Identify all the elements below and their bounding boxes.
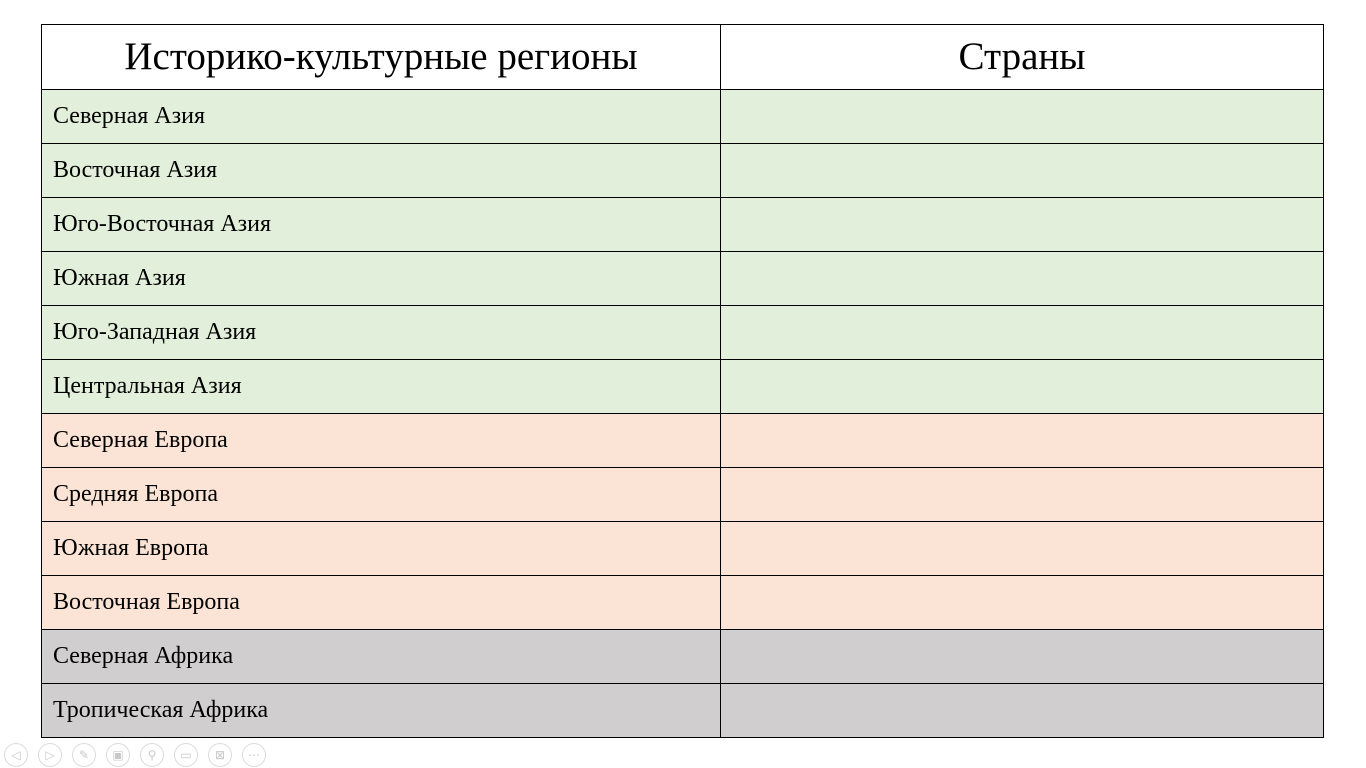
header-countries: Страны bbox=[720, 24, 1324, 90]
countries-cell[interactable] bbox=[720, 197, 1324, 252]
countries-cell[interactable] bbox=[720, 467, 1324, 522]
zoom-button[interactable]: ⚲ bbox=[140, 743, 164, 767]
header-row: Историко-культурные регионы Страны bbox=[41, 24, 1324, 90]
slides-button[interactable]: ▣ bbox=[106, 743, 130, 767]
table-row: Тропическая Африка bbox=[41, 683, 1324, 738]
region-cell[interactable]: Южная Европа bbox=[41, 521, 721, 576]
region-cell[interactable]: Восточная Европа bbox=[41, 575, 721, 630]
countries-cell[interactable] bbox=[720, 359, 1324, 414]
more-options-button[interactable]: ⋯ bbox=[242, 743, 266, 767]
table-row: Средняя Европа bbox=[41, 467, 1324, 522]
table-row: Юго-Западная Азия bbox=[41, 305, 1324, 360]
more-options-icon: ⋯ bbox=[248, 748, 260, 762]
table-row: Центральная Азия bbox=[41, 359, 1324, 414]
countries-cell[interactable] bbox=[720, 629, 1324, 684]
table-row: Северная Азия bbox=[41, 89, 1324, 144]
table-row: Южная Азия bbox=[41, 251, 1324, 306]
table-row: Северная Европа bbox=[41, 413, 1324, 468]
previous-icon: ◁ bbox=[11, 748, 21, 762]
header-regions: Историко-культурные регионы bbox=[41, 24, 721, 90]
region-cell[interactable]: Северная Европа bbox=[41, 413, 721, 468]
table-row: Северная Африка bbox=[41, 629, 1324, 684]
pen-icon: ✎ bbox=[78, 748, 90, 762]
countries-cell[interactable] bbox=[720, 89, 1324, 144]
next-icon: ▷ bbox=[45, 748, 55, 762]
slides-icon: ▣ bbox=[112, 748, 124, 762]
presenter-view-icon: ▭ bbox=[180, 748, 192, 762]
region-cell[interactable]: Восточная Азия bbox=[41, 143, 721, 198]
countries-cell[interactable] bbox=[720, 683, 1324, 738]
countries-cell[interactable] bbox=[720, 413, 1324, 468]
next-button[interactable]: ▷ bbox=[38, 743, 62, 767]
video-off-button[interactable]: ⊠ bbox=[208, 743, 232, 767]
region-cell[interactable]: Юго-Восточная Азия bbox=[41, 197, 721, 252]
presenter-view-button[interactable]: ▭ bbox=[174, 743, 198, 767]
table-row: Южная Европа bbox=[41, 521, 1324, 576]
pen-button[interactable]: ✎ bbox=[72, 743, 96, 767]
regions-table: Историко-культурные регионы Страны Север… bbox=[41, 24, 1324, 738]
region-cell[interactable]: Тропическая Африка bbox=[41, 683, 721, 738]
region-cell[interactable]: Юго-Западная Азия bbox=[41, 305, 721, 360]
countries-cell[interactable] bbox=[720, 251, 1324, 306]
region-cell[interactable]: Центральная Азия bbox=[41, 359, 721, 414]
table-row: Юго-Восточная Азия bbox=[41, 197, 1324, 252]
region-cell[interactable]: Южная Азия bbox=[41, 251, 721, 306]
zoom-icon: ⚲ bbox=[147, 748, 157, 762]
table-row: Восточная Европа bbox=[41, 575, 1324, 630]
region-cell[interactable]: Северная Африка bbox=[41, 629, 721, 684]
table-row: Восточная Азия bbox=[41, 143, 1324, 198]
slideshow-controls: ◁ ▷ ✎ ▣ ⚲ ▭ ⊠ ⋯ bbox=[4, 743, 266, 767]
countries-cell[interactable] bbox=[720, 521, 1324, 576]
countries-cell[interactable] bbox=[720, 575, 1324, 630]
region-cell[interactable]: Северная Азия bbox=[41, 89, 721, 144]
countries-cell[interactable] bbox=[720, 143, 1324, 198]
previous-button[interactable]: ◁ bbox=[4, 743, 28, 767]
video-off-icon: ⊠ bbox=[214, 748, 226, 762]
region-cell[interactable]: Средняя Европа bbox=[41, 467, 721, 522]
countries-cell[interactable] bbox=[720, 305, 1324, 360]
